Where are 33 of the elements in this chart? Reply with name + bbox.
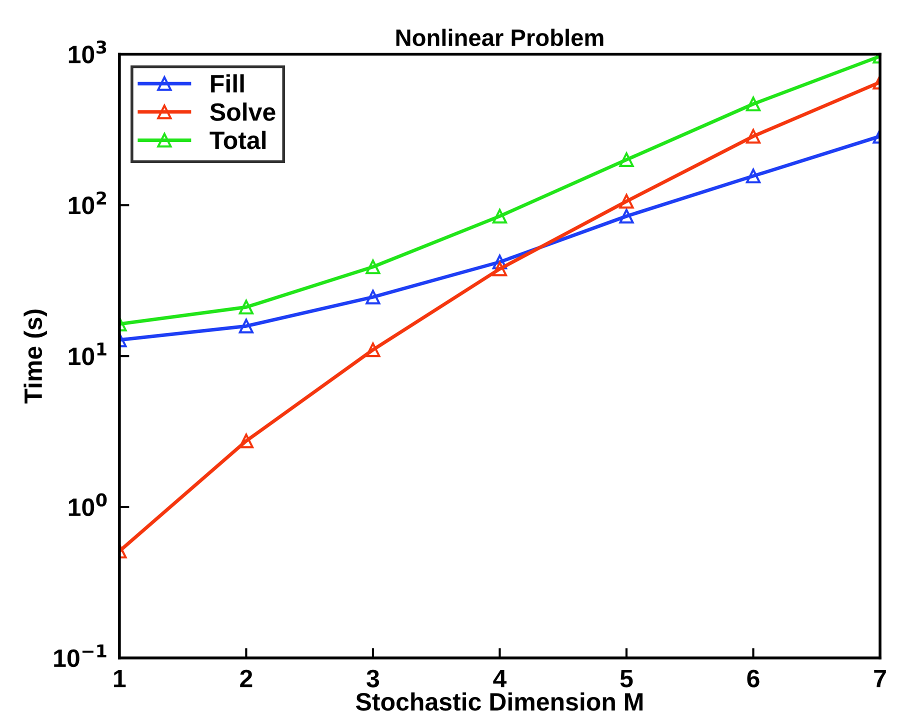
chart-title: Nonlinear Problem xyxy=(396,28,604,46)
point xyxy=(238,318,254,334)
y-tick-label: 10$^{1}$ xyxy=(68,342,106,366)
x-tick-label: 6 xyxy=(747,670,760,688)
point xyxy=(238,300,254,314)
y-axis-title: Time (s) xyxy=(24,310,48,404)
point xyxy=(366,290,380,304)
point xyxy=(619,208,634,224)
point xyxy=(492,208,508,224)
x-tick-label: 3 xyxy=(366,670,380,688)
x-tick-label: 7 xyxy=(874,670,886,688)
point xyxy=(746,96,761,112)
x-axis-title: Stochastic Dimension M xyxy=(356,692,643,711)
point xyxy=(366,342,380,358)
point xyxy=(746,168,761,184)
y-tick-label: 10$^{3}$ xyxy=(68,40,106,64)
x-tick-label: 1 xyxy=(114,670,126,688)
point xyxy=(238,434,254,448)
legend-label: Total xyxy=(210,130,266,150)
point xyxy=(619,194,634,209)
point xyxy=(746,128,761,144)
y-tick-label: 10$^{−1}$ xyxy=(54,644,106,668)
point xyxy=(492,262,508,276)
y-tick-label: 10$^{0}$ xyxy=(68,493,107,516)
legend-label: Fill xyxy=(211,74,244,92)
x-tick-label: 5 xyxy=(620,670,633,688)
legend-label: Solve xyxy=(210,102,276,121)
point xyxy=(492,254,508,270)
point xyxy=(619,152,634,168)
x-tick-label: 4 xyxy=(493,670,507,688)
x-tick-label: 2 xyxy=(240,670,252,688)
y-tick-label: 10$^{2}$ xyxy=(68,191,106,214)
point xyxy=(366,260,380,274)
